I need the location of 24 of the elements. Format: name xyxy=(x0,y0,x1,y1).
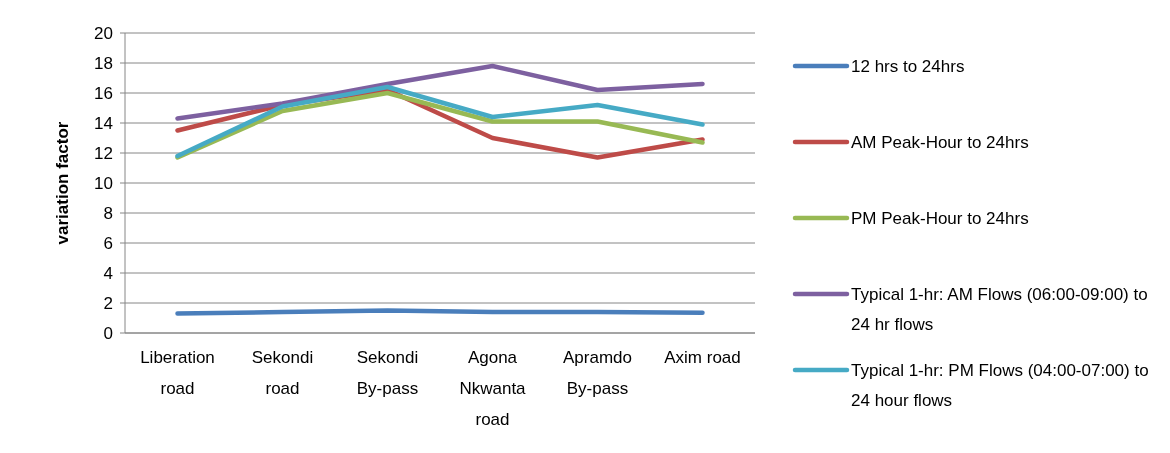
x-tick-label: Apramdo By-pass xyxy=(563,348,632,398)
legend-label: 12 hrs to 24hrs xyxy=(851,56,965,76)
legend-label: AM Peak-Hour to 24hrs xyxy=(851,132,1029,152)
y-tick-label: 6 xyxy=(103,233,113,253)
legend-label: PM Peak-Hour to 24hrs xyxy=(851,208,1029,228)
y-tick-label: 18 xyxy=(94,53,113,73)
y-tick-label: 10 xyxy=(94,173,113,193)
x-tick-label: Sekondi road xyxy=(251,348,314,398)
legend-label: Typical 1-hr: PM Flows (04:00-07:00) to 24 hour flows xyxy=(851,360,1149,410)
x-tick-label: Agona Nkwanta road xyxy=(459,348,527,429)
y-axis-title: variation factor xyxy=(53,121,72,245)
x-tick-label: Axim road xyxy=(664,348,741,367)
y-tick-label: 14 xyxy=(94,113,113,133)
y-tick-label: 2 xyxy=(103,293,113,313)
y-tick-label: 20 xyxy=(94,23,113,43)
y-tick-label: 8 xyxy=(103,203,113,223)
y-tick-label: 16 xyxy=(94,83,113,103)
x-tick-label: Sekondi By-pass xyxy=(356,348,419,398)
line-series xyxy=(175,63,705,121)
y-tick-label: 12 xyxy=(94,143,113,163)
legend-label: Typical 1-hr: AM Flows (06:00-09:00) to 24 hr flows xyxy=(851,284,1148,334)
x-tick-label: Liberation road xyxy=(140,348,215,398)
y-tick-label: 0 xyxy=(103,323,113,343)
y-tick-label: 4 xyxy=(103,263,113,283)
